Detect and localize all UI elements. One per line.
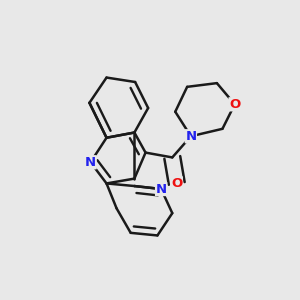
Text: N: N [156, 182, 167, 196]
Text: N: N [185, 130, 197, 143]
Text: O: O [229, 98, 240, 111]
Text: N: N [85, 156, 96, 169]
Text: O: O [171, 177, 182, 190]
